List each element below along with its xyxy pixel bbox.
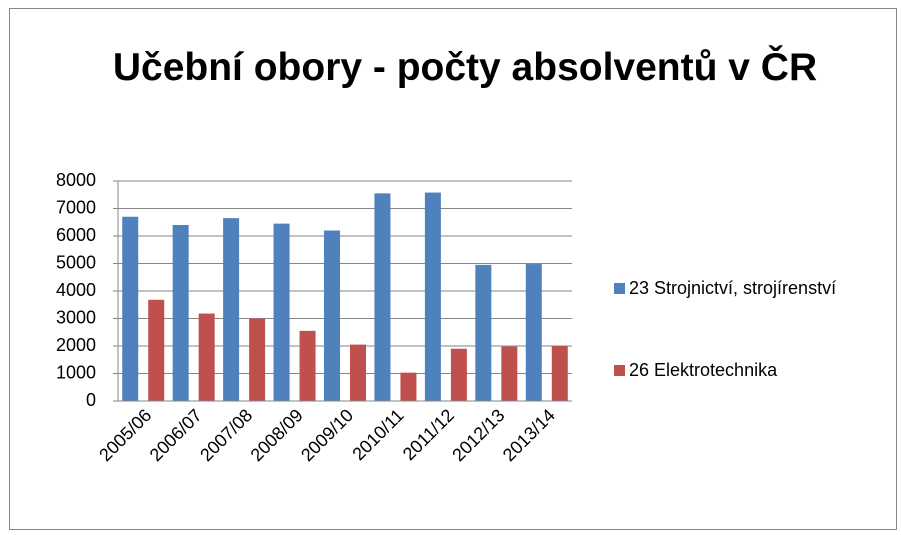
bar [223, 218, 240, 401]
bar [299, 330, 316, 401]
y-tick-label: 1000 [56, 362, 96, 382]
bar [551, 346, 568, 401]
bar [501, 346, 518, 401]
y-tick-label: 7000 [56, 197, 96, 217]
bar [198, 313, 215, 401]
legend-swatch [614, 365, 625, 376]
chart-title: Učební obory - počty absolventů v ČR [112, 46, 818, 89]
y-tick-label: 0 [86, 390, 96, 410]
bar [273, 223, 290, 401]
bar [525, 264, 542, 401]
bar [424, 192, 441, 401]
y-tick-label: 4000 [56, 280, 96, 300]
legend-label: 23 Strojnictví, strojírenství [629, 278, 837, 298]
chart-frame [9, 8, 897, 530]
bar [350, 344, 366, 401]
y-tick-label: 6000 [56, 225, 96, 245]
y-tick-label: 2000 [56, 335, 96, 355]
bar [324, 230, 340, 401]
bar [148, 299, 165, 401]
bar [172, 225, 189, 401]
bar [374, 193, 391, 401]
legend-label: 26 Elektrotechnika [629, 360, 778, 380]
bar [475, 264, 492, 401]
bar [122, 216, 139, 401]
bar [450, 348, 467, 401]
y-tick-label: 5000 [56, 252, 96, 272]
bar [400, 372, 417, 401]
y-tick-label: 8000 [56, 170, 96, 190]
legend-swatch [614, 283, 625, 294]
y-tick-label: 3000 [56, 307, 96, 327]
bar [249, 318, 266, 401]
